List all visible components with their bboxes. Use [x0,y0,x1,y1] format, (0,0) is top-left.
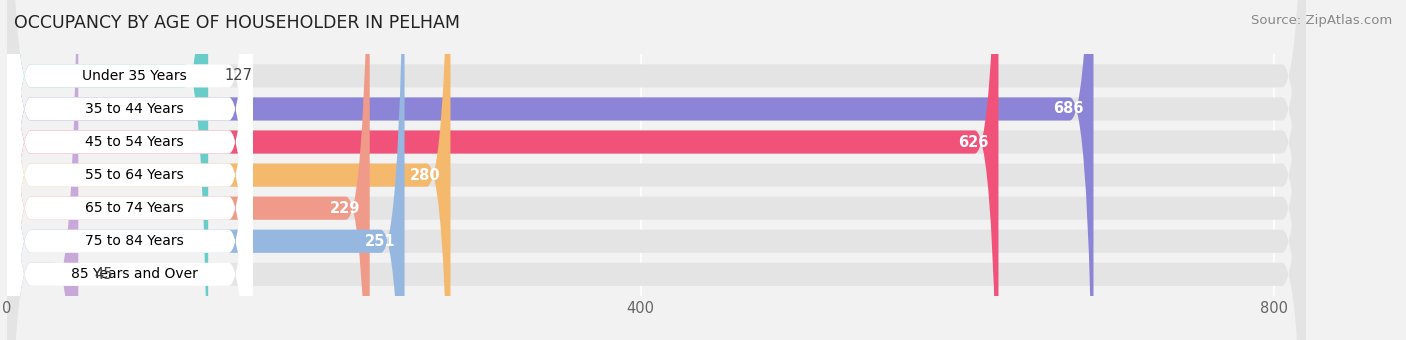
FancyBboxPatch shape [7,0,998,340]
FancyBboxPatch shape [7,0,253,340]
Text: Under 35 Years: Under 35 Years [83,69,187,83]
FancyBboxPatch shape [7,0,253,340]
FancyBboxPatch shape [7,0,1306,340]
Text: 75 to 84 Years: 75 to 84 Years [86,234,184,248]
Text: 85 Years and Over: 85 Years and Over [72,267,198,281]
Text: OCCUPANCY BY AGE OF HOUSEHOLDER IN PELHAM: OCCUPANCY BY AGE OF HOUSEHOLDER IN PELHA… [14,14,460,32]
Text: 55 to 64 Years: 55 to 64 Years [86,168,184,182]
Text: 45 to 54 Years: 45 to 54 Years [86,135,184,149]
FancyBboxPatch shape [7,0,370,340]
Text: 251: 251 [364,234,395,249]
FancyBboxPatch shape [7,0,1306,340]
Text: Source: ZipAtlas.com: Source: ZipAtlas.com [1251,14,1392,27]
FancyBboxPatch shape [7,0,253,340]
FancyBboxPatch shape [7,0,1306,340]
FancyBboxPatch shape [7,0,208,340]
Text: 35 to 44 Years: 35 to 44 Years [86,102,184,116]
FancyBboxPatch shape [7,0,1306,340]
FancyBboxPatch shape [7,0,450,340]
FancyBboxPatch shape [7,0,253,340]
FancyBboxPatch shape [7,0,253,340]
FancyBboxPatch shape [7,0,79,340]
FancyBboxPatch shape [7,0,1306,340]
FancyBboxPatch shape [7,0,1306,340]
Text: 45: 45 [94,267,112,282]
Text: 229: 229 [330,201,360,216]
FancyBboxPatch shape [7,0,1094,340]
Text: 127: 127 [224,68,252,83]
Text: 280: 280 [411,168,441,183]
FancyBboxPatch shape [7,0,1306,340]
FancyBboxPatch shape [7,0,253,340]
FancyBboxPatch shape [7,0,253,340]
FancyBboxPatch shape [7,0,405,340]
Text: 65 to 74 Years: 65 to 74 Years [86,201,184,215]
Text: 626: 626 [959,135,988,150]
Text: 686: 686 [1053,101,1084,117]
